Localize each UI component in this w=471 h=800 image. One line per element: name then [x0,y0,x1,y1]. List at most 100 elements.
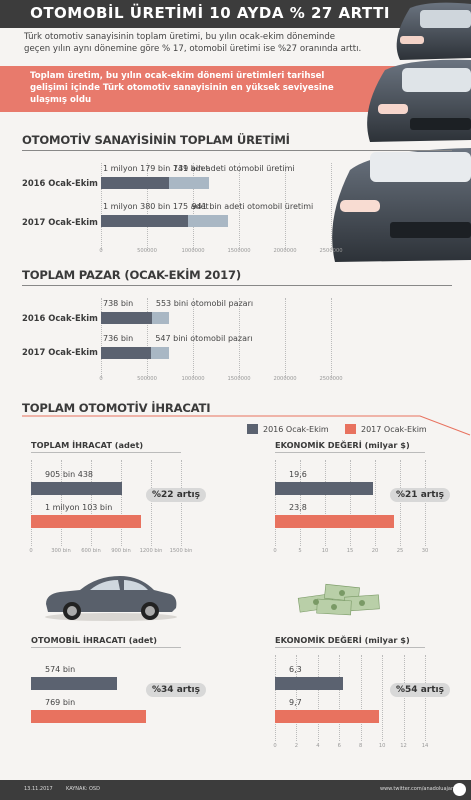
bar-value-label: 19,6 [289,470,307,479]
x-tick-label: 600 bin [81,548,101,554]
total-value-label: 736 bin [103,334,134,343]
production-row-label-2016: 2016 Ocak-Ekim [22,178,98,188]
gridline [193,163,194,250]
production-row-label-2017: 2017 Ocak-Ekim [22,217,98,227]
bar-car-segment [101,177,169,189]
gridline [147,163,148,250]
gridline [61,460,62,546]
legend-swatch-2017 [345,424,356,434]
market-row-label-2016: 2016 Ocak-Ekim [22,313,98,323]
bar-2016 [31,482,122,495]
x-tick-label: 15 [346,548,354,554]
x-tick-label: 30 [421,548,429,554]
production-section-title: OTOMOTİV SANAYİSİNİN TOPLAM ÜRETİMİ [22,133,290,147]
gridline [101,163,102,250]
x-tick-label: 1200 bin [139,548,163,554]
total-value-label: 1 milyon 179 bin 141 adet [103,164,209,173]
gridline [285,163,286,250]
car-fronts-illustration [332,2,471,262]
highlight-text: Toplam üretim, bu yılın ocak-ekim dönemi… [30,71,334,105]
gridline [331,298,332,378]
bar-value-label: 769 bin [45,698,76,707]
gridline [300,460,301,546]
bar-car-segment [101,312,152,324]
gridline [121,460,122,546]
x-tick-label: 0 [29,548,33,554]
sedan-illustration [45,576,177,621]
bar-value-label: 574 bin [45,665,76,674]
car-value-label: 941 bin adeti otomobil üretimi [191,202,314,211]
panel-subtitle: EKONOMİK DEĞERİ (milyar $) [275,440,410,450]
panel-divider [31,647,181,648]
x-tick-label: 1500000 [227,376,251,382]
export-panels: TOPLAM İHRACAT (adet) 0 300 bin 600 bin 900 … [0,440,471,780]
agency-logo-icon [453,783,466,796]
total-value-label: 738 bin [103,299,134,308]
x-tick-label: 1000000 [181,376,205,382]
gridline [147,298,148,378]
gridline [101,298,102,378]
gridline [382,655,384,741]
x-tick-label: 300 bin [51,548,71,554]
gridline [403,655,405,741]
x-tick-label: 10 [321,548,329,554]
x-tick-label: 2500000 [319,376,343,382]
total-value-label: 1 milyon 380 bin 175 adet [103,202,209,211]
change-badge: %21 artış [390,488,450,502]
gridline [339,655,341,741]
gridline [275,655,276,741]
x-tick-label: 25 [396,548,404,554]
gridline [91,460,92,546]
x-tick-label: 12 [400,743,407,749]
change-badge: %54 artış [390,683,450,697]
bar-value-label: 23,8 [289,503,307,512]
change-badge: %34 artış [146,683,206,697]
bar-2017 [275,515,394,528]
bar-car-segment [101,347,152,359]
page-title: OTOMOBİL ÜRETİMİ 10 AYDA % 27 ARTTI [30,4,390,22]
bar-2017 [31,710,147,723]
bar-remainder-segment [151,347,169,359]
panel-divider [31,452,181,453]
gridline [151,460,152,546]
x-tick-label: 6 [337,743,341,749]
gridline [325,460,326,546]
x-tick-label: 1000000 [181,248,205,254]
gridline [239,163,240,250]
gridline [350,460,351,546]
gridline [317,655,319,741]
car-value-label: 739 bin adeti otomobil üretimi [172,164,295,173]
x-tick-label: 900 bin [111,548,131,554]
x-tick-label: 20 [371,548,379,554]
x-tick-label: 0 [273,548,277,554]
gridline [181,460,182,546]
footer-source: KAYNAK: OSD [66,786,100,792]
money-stack-illustration [297,583,380,616]
x-tick-label: 500000 [137,248,157,254]
bar-2017 [31,515,142,528]
x-tick-label: 1500000 [227,248,251,254]
gridline [425,460,426,546]
bar-value-label: 6,3 [289,665,302,674]
panel-subtitle: TOPLAM İHRACAT (adet) [31,440,144,450]
bar-car-segment [101,215,188,227]
gridline [285,298,286,378]
gridline [31,460,32,546]
gridline [193,298,194,378]
x-tick-label: 2500000 [319,248,343,254]
x-tick-label: 5 [298,548,302,554]
bar-value-label: 1 milyon 103 bin [45,503,113,512]
market-section-title: TOPLAM PAZAR (OCAK-EKİM 2017) [22,268,241,282]
bar-remainder-segment [168,177,210,189]
bar-2016 [275,482,373,495]
footer-date: 13.11.2017 [24,786,53,792]
change-badge: %22 artış [146,488,206,502]
footer-link[interactable]: www.twitter.com/anadoluajansi [380,786,459,792]
market-divider [22,285,452,286]
gridline [375,460,376,546]
production-chart: 2016 Ocak-Ekim 2017 Ocak-Ekim 0 500000 100… [0,155,471,265]
legend-swatch-2016 [247,424,258,434]
x-tick-label: 0 [99,376,103,382]
x-tick-label: 1500 bin [169,548,193,554]
x-tick-label: 500000 [137,376,157,382]
